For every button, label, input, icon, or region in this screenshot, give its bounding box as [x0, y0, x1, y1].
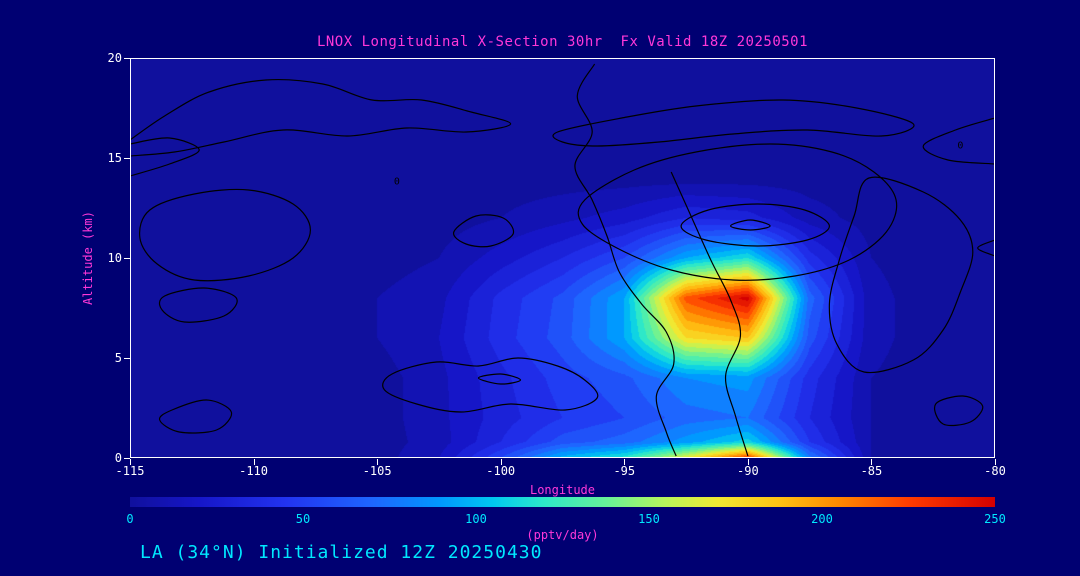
y-axis-label: Altitude (km)	[81, 211, 95, 305]
contour-value-label: 0	[393, 176, 400, 188]
y-tick-mark	[124, 58, 130, 59]
contour-path	[680, 203, 830, 247]
contour-path	[158, 399, 233, 434]
x-tick-mark	[253, 459, 255, 465]
colorbar-tick-label: 50	[295, 512, 311, 526]
contour-path	[552, 99, 915, 147]
x-tick-mark	[377, 459, 379, 465]
x-tick-label: -115	[115, 464, 145, 478]
contour-path	[670, 171, 749, 457]
contour-lines	[130, 63, 995, 457]
colorbar-tick-label: 200	[811, 512, 833, 526]
x-tick-label: -100	[486, 464, 516, 478]
contour-path	[574, 63, 677, 457]
plot-area	[130, 58, 995, 458]
x-tick-mark	[995, 459, 996, 465]
y-tick-mark	[124, 458, 130, 459]
y-tick-label: 5	[114, 351, 122, 365]
x-tick-mark	[747, 459, 749, 465]
initialization-text: LA (34°N) Initialized 12Z 20250430	[140, 542, 543, 563]
y-tick-label: 0	[114, 451, 122, 465]
contour-path	[382, 357, 599, 413]
x-tick-mark	[871, 459, 873, 465]
contour-path	[452, 214, 515, 248]
contour-path	[934, 395, 984, 427]
y-tick-mark	[124, 158, 130, 159]
y-tick-label: 20	[107, 51, 122, 65]
contour-path	[477, 373, 522, 385]
contour-path	[577, 143, 898, 281]
x-tick-mark	[500, 459, 502, 465]
x-tick-label: -110	[239, 464, 269, 478]
y-tick-label: 15	[107, 151, 122, 165]
contour-path	[158, 287, 238, 323]
x-tick-label: -95	[613, 464, 636, 478]
chart-title: LNOX Longitudinal X-Section 30hr Fx Vali…	[316, 34, 809, 50]
x-axis-label: Longitude	[529, 483, 596, 497]
y-tick-label: 10	[107, 251, 122, 265]
x-tick-label: -80	[984, 464, 1006, 478]
y-tick-mark	[124, 258, 130, 259]
x-tick-label: -85	[860, 464, 883, 478]
colorbar-tick-label: 0	[126, 512, 134, 526]
contour-path	[922, 117, 995, 165]
colorbar-tick-label: 250	[984, 512, 1006, 526]
colorbar	[130, 497, 995, 507]
colorbar-tick-label: 150	[638, 512, 660, 526]
colorbar-tick-label: 100	[465, 512, 487, 526]
heatmap-canvas	[130, 58, 995, 458]
contour-path	[828, 176, 974, 374]
x-tick-label: -105	[362, 464, 392, 478]
contour-path	[130, 79, 512, 157]
contour-path	[130, 137, 200, 177]
contour-path	[977, 239, 995, 257]
contour-path	[730, 219, 771, 231]
x-tick-mark	[624, 459, 626, 465]
x-tick-label: -90	[737, 464, 759, 478]
contour-value-label: 0	[957, 140, 964, 152]
contour-path	[139, 188, 311, 282]
colorbar-units-label: (pptv/day)	[526, 528, 599, 542]
y-tick-mark	[124, 358, 130, 359]
x-tick-mark	[130, 459, 131, 465]
